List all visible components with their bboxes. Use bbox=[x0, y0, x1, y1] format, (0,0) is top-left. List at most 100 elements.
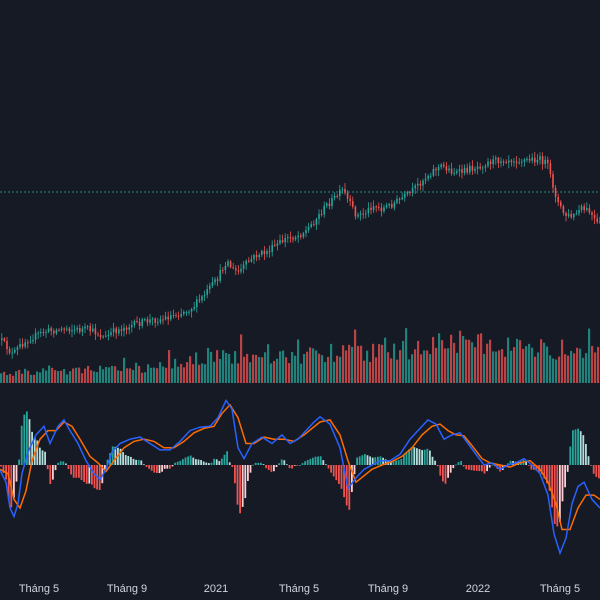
candle-body bbox=[219, 269, 221, 281]
volume-bar bbox=[0, 373, 3, 383]
histogram-bar bbox=[59, 461, 62, 465]
candle-body bbox=[521, 161, 523, 163]
histogram-bar bbox=[468, 465, 470, 470]
histogram-bar bbox=[2, 465, 5, 473]
candle-body bbox=[203, 295, 206, 297]
volume-bar bbox=[147, 364, 150, 383]
volume-bar bbox=[549, 355, 552, 383]
candle-body bbox=[261, 250, 263, 255]
candle-body bbox=[190, 308, 193, 312]
volume-bar bbox=[453, 342, 456, 383]
candle-body bbox=[310, 224, 312, 227]
histogram-bar bbox=[585, 443, 587, 465]
histogram-bar bbox=[293, 465, 296, 466]
histogram-bar bbox=[187, 456, 189, 465]
x-tick-label: Tháng 5 bbox=[540, 583, 580, 595]
volume-bar bbox=[135, 362, 138, 383]
volume-bar bbox=[183, 367, 186, 383]
volume-bar bbox=[87, 365, 90, 383]
volume-bar bbox=[573, 353, 576, 383]
candle-body bbox=[437, 167, 440, 171]
volume-bars bbox=[0, 328, 600, 383]
histogram-bar bbox=[119, 448, 122, 465]
candle-body bbox=[154, 318, 156, 323]
candle-body bbox=[305, 230, 307, 234]
candle-body bbox=[107, 334, 110, 336]
candle-body bbox=[196, 299, 198, 308]
histogram-bar bbox=[530, 465, 533, 470]
volume-bar bbox=[39, 372, 42, 383]
candle-body bbox=[34, 332, 37, 340]
candle-body bbox=[53, 331, 55, 334]
volume-bar bbox=[378, 344, 381, 383]
histogram-bar bbox=[270, 465, 273, 472]
candle-body bbox=[128, 327, 130, 330]
histogram-bar bbox=[179, 460, 182, 465]
histogram-bar bbox=[221, 458, 223, 465]
candle-body bbox=[526, 158, 528, 160]
candle-body bbox=[185, 311, 188, 313]
volume-bar bbox=[444, 348, 447, 383]
candle-body bbox=[222, 269, 224, 271]
candle-body bbox=[258, 254, 260, 258]
histogram-bar bbox=[98, 465, 101, 491]
histogram-bar bbox=[7, 465, 10, 500]
volume-bar bbox=[93, 371, 96, 383]
volume-bar bbox=[189, 356, 192, 383]
candle-body bbox=[419, 183, 422, 186]
candle-body bbox=[55, 329, 58, 334]
candle-body bbox=[391, 203, 393, 208]
volume-bar bbox=[498, 350, 501, 383]
histogram-bar bbox=[280, 459, 283, 465]
histogram-bar bbox=[395, 460, 397, 465]
volume-bar bbox=[597, 346, 600, 383]
volume-bar bbox=[324, 362, 327, 383]
histogram-bar bbox=[33, 437, 36, 465]
volume-bar bbox=[156, 368, 159, 383]
candle-body bbox=[505, 162, 507, 164]
histogram-bar bbox=[423, 449, 426, 465]
candle-body bbox=[105, 335, 107, 337]
candle-body bbox=[596, 218, 598, 223]
histogram-bar bbox=[546, 465, 548, 484]
candle-body bbox=[198, 299, 201, 301]
histogram-bar bbox=[70, 465, 72, 475]
candle-body bbox=[268, 251, 271, 253]
candle-body bbox=[11, 352, 13, 354]
candle-body bbox=[279, 240, 281, 244]
candle-body bbox=[73, 329, 76, 331]
candle-body bbox=[372, 206, 375, 211]
candle-body bbox=[19, 343, 21, 348]
candle-body bbox=[450, 168, 453, 174]
histogram-bar bbox=[127, 456, 130, 465]
histogram-bar bbox=[23, 414, 26, 465]
volume-bar bbox=[522, 348, 525, 383]
volume-bar bbox=[528, 343, 531, 383]
candle-body bbox=[248, 260, 250, 262]
volume-bar bbox=[81, 373, 84, 383]
histogram-bar bbox=[114, 446, 117, 465]
candle-body bbox=[94, 328, 97, 335]
histogram-bar bbox=[54, 465, 57, 471]
histogram-bar bbox=[80, 465, 83, 481]
histogram-bar bbox=[400, 458, 403, 465]
candle-body bbox=[307, 226, 310, 231]
histogram-bar bbox=[351, 465, 353, 492]
volume-bar bbox=[582, 357, 585, 383]
histogram-bar bbox=[283, 460, 286, 465]
histogram-bar bbox=[189, 455, 192, 465]
histogram-bar bbox=[335, 465, 338, 481]
histogram-bar bbox=[340, 465, 343, 489]
candle-body bbox=[125, 327, 128, 330]
candle-body bbox=[175, 315, 177, 317]
volume-bar bbox=[423, 350, 426, 383]
candle-body bbox=[144, 319, 146, 321]
candle-body bbox=[456, 171, 458, 173]
histogram-bar bbox=[75, 465, 78, 478]
volume-bar bbox=[282, 350, 285, 383]
histogram-bar bbox=[356, 457, 358, 465]
histogram-bar bbox=[257, 462, 260, 465]
candle-body bbox=[224, 266, 227, 271]
candle-body bbox=[445, 166, 448, 171]
candle-body bbox=[575, 213, 578, 215]
